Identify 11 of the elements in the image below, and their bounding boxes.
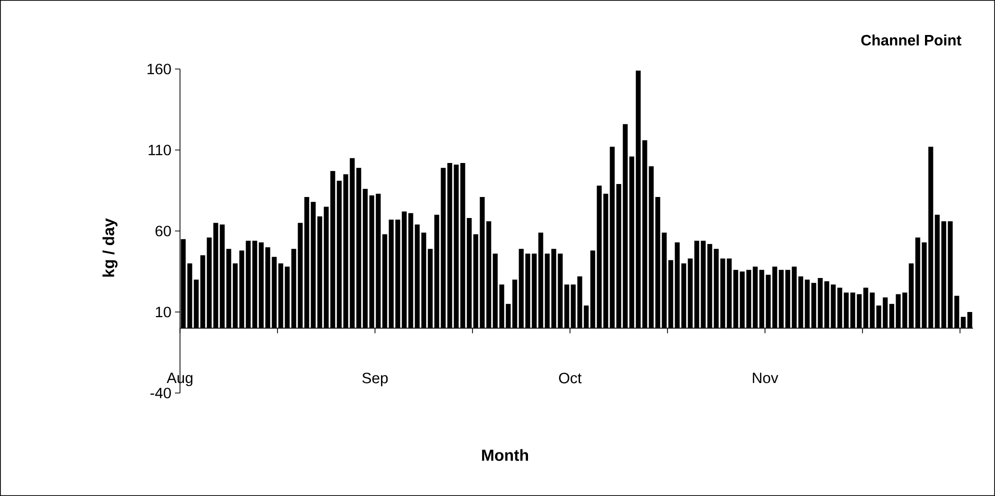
- y-axis-title: kg / day: [102, 218, 118, 277]
- x-tick-label: Oct: [559, 372, 582, 384]
- x-axis-title: Month: [482, 449, 528, 461]
- y-tick-label: 60: [156, 226, 171, 236]
- chart-title: Channel Point: [861, 34, 962, 46]
- x-tick-label: Nov: [752, 372, 778, 384]
- x-tick-label: Sep: [362, 372, 388, 386]
- y-tick-label: 110: [148, 144, 171, 156]
- y-tick-label: -40: [150, 388, 171, 398]
- y-tick-label: 160: [148, 64, 171, 74]
- y-tick-label: 10: [156, 306, 171, 318]
